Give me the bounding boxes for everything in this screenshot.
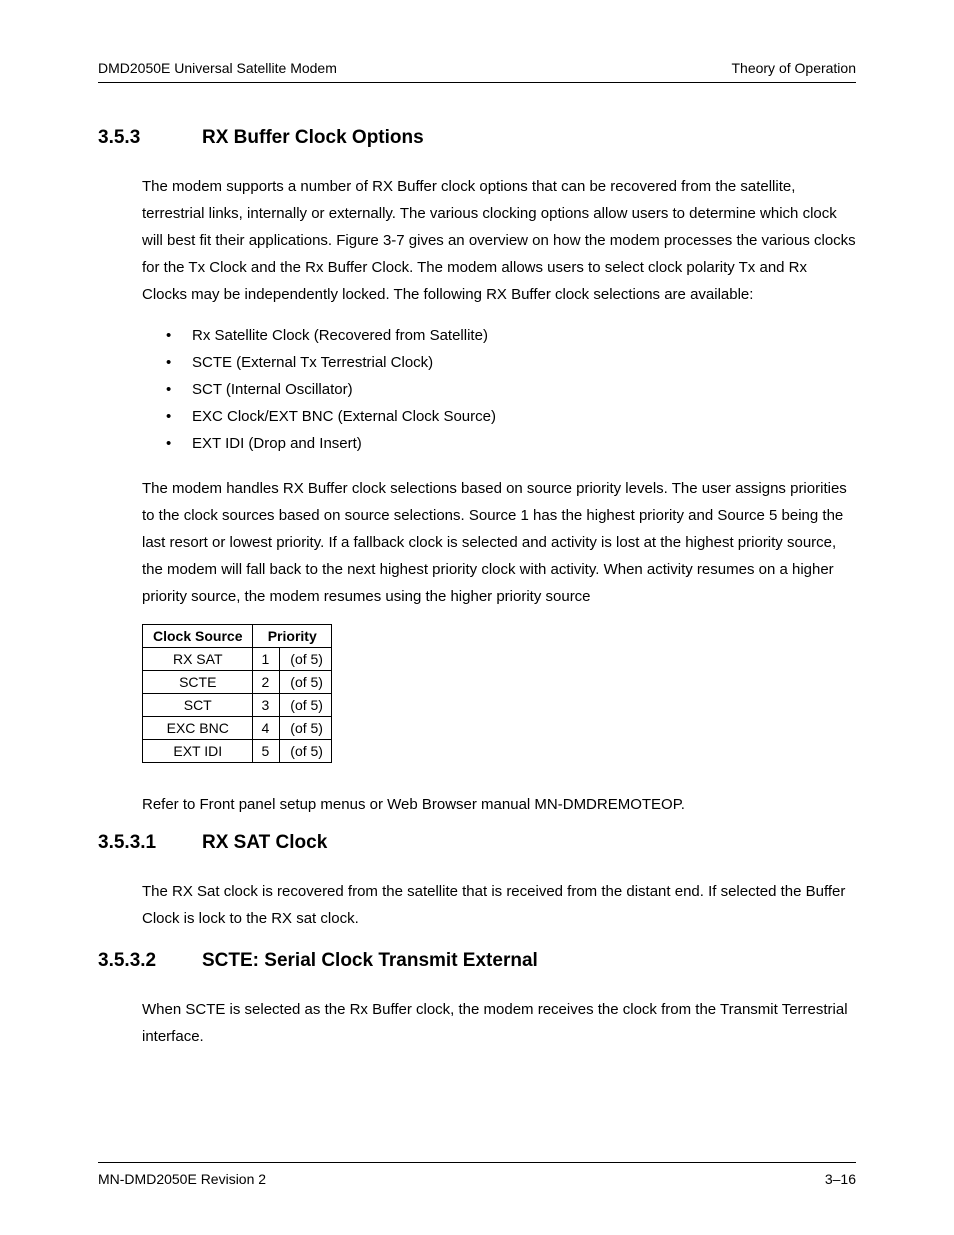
bullet-list-353: Rx Satellite Clock (Recovered from Satel… [142,322,856,457]
header-right: Theory of Operation [731,60,856,76]
para-353-3: Refer to Front panel setup menus or Web … [142,791,856,818]
table-row: SCT 3 (of 5) [143,694,332,717]
list-item: SCTE (External Tx Terrestrial Clock) [142,349,856,376]
footer-rule [98,1162,856,1163]
table-row: EXC BNC 4 (of 5) [143,717,332,740]
cell-priority: 1 [253,648,280,671]
para-353-2: The modem handles RX Buffer clock select… [142,475,856,610]
section-number: 3.5.3 [98,127,202,149]
cell-of: (of 5) [280,694,332,717]
th-clock-source: Clock Source [143,625,253,648]
cell-of: (of 5) [280,671,332,694]
header-left: DMD2050E Universal Satellite Modem [98,60,337,76]
list-item: SCT (Internal Oscillator) [142,376,856,403]
priority-table: Clock Source Priority RX SAT 1 (of 5) SC… [142,624,332,763]
list-item: EXC Clock/EXT BNC (External Clock Source… [142,403,856,430]
cell-priority: 2 [253,671,280,694]
section-number: 3.5.3.1 [98,832,202,854]
cell-src: EXT IDI [143,740,253,763]
section-353-body: The modem supports a number of RX Buffer… [142,173,856,818]
table-row: RX SAT 1 (of 5) [143,648,332,671]
header-rule [98,82,856,83]
cell-src: SCTE [143,671,253,694]
page: DMD2050E Universal Satellite Modem Theor… [0,0,954,1235]
cell-priority: 5 [253,740,280,763]
section-title: RX SAT Clock [202,832,327,854]
footer-row: MN-DMD2050E Revision 2 3–16 [98,1171,856,1187]
th-priority: Priority [253,625,331,648]
para-3532: When SCTE is selected as the Rx Buffer c… [142,996,856,1050]
table-row: SCTE 2 (of 5) [143,671,332,694]
para-353-1: The modem supports a number of RX Buffer… [142,173,856,308]
section-heading-353: 3.5.3 RX Buffer Clock Options [98,127,856,149]
cell-of: (of 5) [280,648,332,671]
cell-src: SCT [143,694,253,717]
list-item: EXT IDI (Drop and Insert) [142,430,856,457]
cell-src: EXC BNC [143,717,253,740]
cell-priority: 4 [253,717,280,740]
footer-left: MN-DMD2050E Revision 2 [98,1171,266,1187]
page-footer: MN-DMD2050E Revision 2 3–16 [98,1162,856,1187]
section-heading-3531: 3.5.3.1 RX SAT Clock [98,832,856,854]
section-title: SCTE: Serial Clock Transmit External [202,950,538,972]
table-header-row: Clock Source Priority [143,625,332,648]
list-item: Rx Satellite Clock (Recovered from Satel… [142,322,856,349]
footer-right: 3–16 [825,1171,856,1187]
page-header: DMD2050E Universal Satellite Modem Theor… [98,60,856,76]
section-3532-body: When SCTE is selected as the Rx Buffer c… [142,996,856,1050]
cell-of: (of 5) [280,740,332,763]
section-heading-3532: 3.5.3.2 SCTE: Serial Clock Transmit Exte… [98,950,856,972]
cell-src: RX SAT [143,648,253,671]
section-title: RX Buffer Clock Options [202,127,424,149]
cell-priority: 3 [253,694,280,717]
para-3531: The RX Sat clock is recovered from the s… [142,878,856,932]
section-3531-body: The RX Sat clock is recovered from the s… [142,878,856,932]
section-number: 3.5.3.2 [98,950,202,972]
cell-of: (of 5) [280,717,332,740]
table-row: EXT IDI 5 (of 5) [143,740,332,763]
